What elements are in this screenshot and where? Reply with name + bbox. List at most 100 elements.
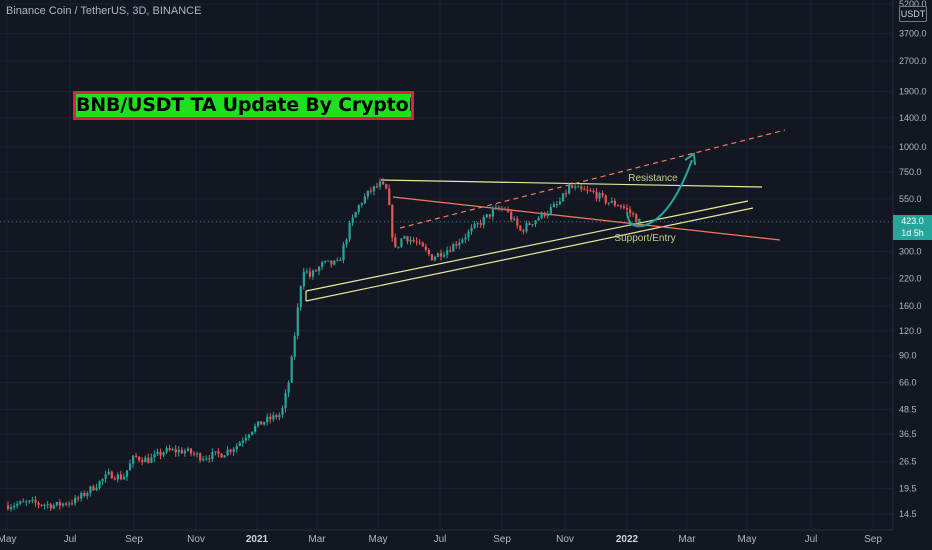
time-tick-label: 2021 bbox=[246, 534, 269, 545]
candle-body bbox=[491, 209, 495, 217]
candle-body bbox=[513, 218, 516, 220]
candle-body bbox=[171, 449, 174, 451]
candle-body bbox=[632, 213, 635, 215]
price-tick-label: 1400.0 bbox=[899, 113, 927, 123]
price-tick-label: 36.5 bbox=[899, 429, 917, 439]
last-price-tag: 423.0 1d 5h bbox=[893, 215, 932, 240]
candle-body bbox=[583, 189, 586, 191]
candle-body bbox=[214, 451, 217, 453]
time-axis[interactable]: May Jul Sep Nov 2021 Mar May Jul Sep Nov 2022 Mar Ma… bbox=[0, 529, 893, 545]
candle-body bbox=[269, 416, 272, 420]
candle-body bbox=[616, 205, 620, 207]
candle-body bbox=[613, 200, 616, 206]
candle-body bbox=[241, 440, 244, 443]
candle-body bbox=[43, 504, 46, 506]
candle-body bbox=[546, 213, 549, 217]
time-tick-label: Jul bbox=[64, 534, 77, 545]
time-tick-label: May bbox=[369, 534, 388, 545]
candle-body bbox=[144, 457, 147, 463]
candle-body bbox=[31, 499, 34, 501]
candle-body bbox=[534, 220, 537, 225]
candle-body bbox=[25, 501, 28, 503]
candle-body bbox=[308, 271, 312, 277]
price-tick-label: 300.0 bbox=[899, 246, 922, 256]
candle-body bbox=[125, 470, 129, 477]
candle-body bbox=[412, 239, 415, 242]
candle-body bbox=[500, 209, 504, 211]
price-tick-label: 2700.0 bbox=[899, 56, 927, 66]
chart-grid bbox=[0, 0, 893, 530]
candle-body bbox=[400, 238, 403, 247]
candle-body bbox=[80, 492, 83, 499]
candle-body bbox=[10, 507, 13, 510]
candle-body bbox=[433, 256, 437, 261]
candle-body bbox=[250, 431, 254, 435]
currency-unit-badge[interactable]: USDT bbox=[899, 6, 927, 22]
candle-body bbox=[568, 185, 571, 194]
candle-body bbox=[61, 503, 65, 506]
candle-body bbox=[549, 207, 552, 214]
candle-body bbox=[403, 236, 406, 239]
candle-body bbox=[476, 223, 479, 225]
falling-trend-line bbox=[392, 196, 781, 241]
candle-body bbox=[485, 214, 488, 218]
candle-body bbox=[77, 497, 80, 499]
candle-body bbox=[107, 471, 110, 475]
candle-body bbox=[71, 503, 74, 505]
time-tick-label: Jul bbox=[805, 534, 818, 545]
candle-body bbox=[302, 271, 305, 287]
candle-body bbox=[153, 454, 156, 458]
price-tick-label: 19.5 bbox=[899, 483, 917, 493]
candle-body bbox=[89, 486, 92, 493]
candle-body bbox=[397, 246, 400, 248]
price-tick-label: 26.5 bbox=[899, 457, 917, 467]
candle-body bbox=[83, 492, 86, 496]
projection-curve bbox=[626, 159, 693, 228]
candle-body bbox=[351, 217, 354, 223]
candle-body bbox=[427, 249, 430, 255]
candle-body bbox=[296, 307, 299, 336]
candle-body bbox=[284, 392, 287, 409]
candle-body bbox=[595, 191, 598, 199]
price-tick-label: 120.0 bbox=[899, 326, 922, 336]
candle-body bbox=[174, 449, 177, 453]
candle-body bbox=[610, 200, 613, 203]
candle-body bbox=[98, 481, 101, 488]
candle-body bbox=[348, 222, 351, 240]
candle-body bbox=[168, 448, 171, 451]
candle-body bbox=[132, 455, 135, 464]
candle-body bbox=[601, 193, 604, 196]
candle-body bbox=[430, 254, 434, 261]
candle-body bbox=[193, 453, 196, 455]
candle-body bbox=[13, 505, 16, 508]
candle-body bbox=[101, 478, 104, 482]
candle-body bbox=[314, 270, 318, 272]
candle-body bbox=[104, 474, 107, 479]
candle-body bbox=[159, 451, 162, 456]
candle-body bbox=[116, 474, 119, 480]
symbol-legend[interactable]: Binance Coin / TetherUS, 3D, BINANCE bbox=[6, 5, 202, 17]
price-axis[interactable]: 5200.0 3700.0 2700.0 1900.0 1400.0 1000.0 750.… bbox=[892, 0, 927, 530]
candle-body bbox=[424, 246, 427, 250]
candle-body bbox=[467, 231, 470, 238]
candle-body bbox=[205, 458, 208, 460]
candle-body bbox=[324, 260, 327, 263]
candle-body bbox=[238, 442, 241, 446]
candle-body bbox=[388, 188, 391, 206]
candle-body bbox=[360, 203, 363, 206]
candle-body bbox=[147, 457, 150, 463]
candle-body bbox=[232, 449, 235, 452]
candle-body bbox=[479, 223, 482, 225]
candle-body bbox=[436, 253, 440, 257]
candle-body bbox=[28, 500, 31, 502]
lower-support-line-1 bbox=[305, 200, 749, 292]
candle-body bbox=[571, 185, 574, 188]
candle-body bbox=[220, 453, 223, 458]
candle-body bbox=[217, 451, 220, 454]
projection-drawings bbox=[0, 152, 893, 228]
candle-body bbox=[272, 415, 275, 420]
candle-body bbox=[64, 503, 68, 505]
price-tick-label: 3700.0 bbox=[899, 29, 927, 39]
candle-body bbox=[19, 501, 22, 504]
